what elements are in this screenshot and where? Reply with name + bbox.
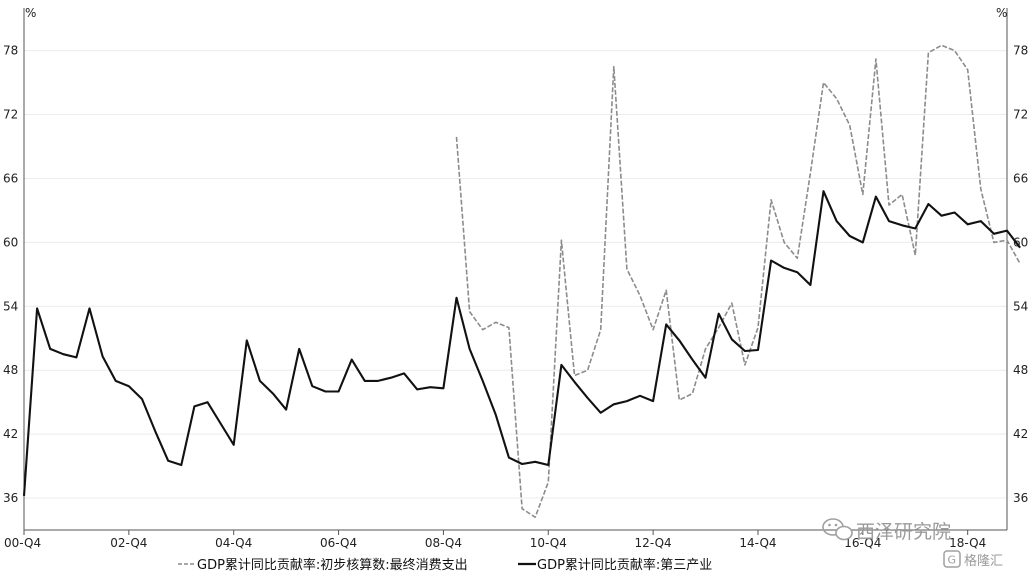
y-tick-right-36: 36: [1013, 491, 1028, 505]
x-tick-18-Q4: 18-Q4: [949, 536, 986, 550]
series-line-tertiary: [22, 190, 1021, 496]
x-tick-08-Q4: 08-Q4: [425, 536, 462, 550]
watermark-site: 格隆汇: [964, 553, 1003, 569]
y-tick-left-72: 72: [3, 108, 18, 122]
y-tick-right-42: 42: [1013, 427, 1028, 441]
y-axis-left-ticks: 36 42 48 54 60 66 72 78: [3, 44, 18, 505]
x-tick-12-Q4: 12-Q4: [635, 536, 672, 550]
x-tick-14-Q4: 14-Q4: [739, 536, 776, 550]
y-tick-left-48: 48: [3, 363, 18, 377]
axes: [23, 8, 1008, 531]
y-tick-right-72: 72: [1013, 108, 1028, 122]
series-line-consumption: [455, 44, 1021, 519]
g-logo-icon: G: [943, 550, 961, 568]
watermark: 西泽研究院 G 格隆汇: [822, 518, 1003, 569]
y-tick-right-66: 66: [1013, 171, 1028, 185]
y-tick-left-36: 36: [3, 491, 18, 505]
gridlines: [24, 50, 1007, 499]
y-tick-right-54: 54: [1013, 299, 1028, 313]
y-axis-right-ticks: 36 42 48 54 60 66 72 78: [1013, 44, 1028, 505]
x-tick-02-Q4: 02-Q4: [110, 536, 147, 550]
x-tick-04-Q4: 04-Q4: [215, 536, 252, 550]
legend-label-consumption: GDP累计同比贡献率:初步核算数:最终消费支出: [197, 557, 468, 573]
y-tick-right-78: 78: [1013, 44, 1028, 58]
x-tick-16-Q4: 16-Q4: [844, 536, 881, 550]
series-lines: [22, 44, 1021, 519]
wechat-icon: [822, 518, 853, 541]
y-tick-right-60: 60: [1013, 235, 1028, 249]
svg-text:G: G: [948, 554, 957, 567]
watermark-brand: 西泽研究院: [856, 521, 951, 543]
y-tick-left-42: 42: [3, 427, 18, 441]
y-tick-left-66: 66: [3, 171, 18, 185]
legend: GDP累计同比贡献率:初步核算数:最终消费支出 GDP累计同比贡献率:第三产业: [178, 557, 712, 573]
y-unit-left: %: [25, 6, 36, 20]
y-tick-left-60: 60: [3, 235, 18, 249]
x-tick-10-Q4: 10-Q4: [530, 536, 567, 550]
x-axis-ticks: 00-Q4 02-Q4 04-Q4 06-Q4 08-Q4 10-Q4 12-Q4 14-Q4…: [4, 530, 986, 550]
legend-label-tertiary: GDP累计同比贡献率:第三产业: [537, 557, 712, 573]
y-tick-left-54: 54: [3, 299, 18, 313]
y-tick-right-48: 48: [1013, 363, 1028, 377]
x-tick-06-Q4: 06-Q4: [320, 536, 357, 550]
y-tick-left-78: 78: [3, 44, 18, 58]
x-tick-00-Q4: 00-Q4: [4, 536, 41, 550]
y-unit-right: %: [996, 6, 1007, 20]
